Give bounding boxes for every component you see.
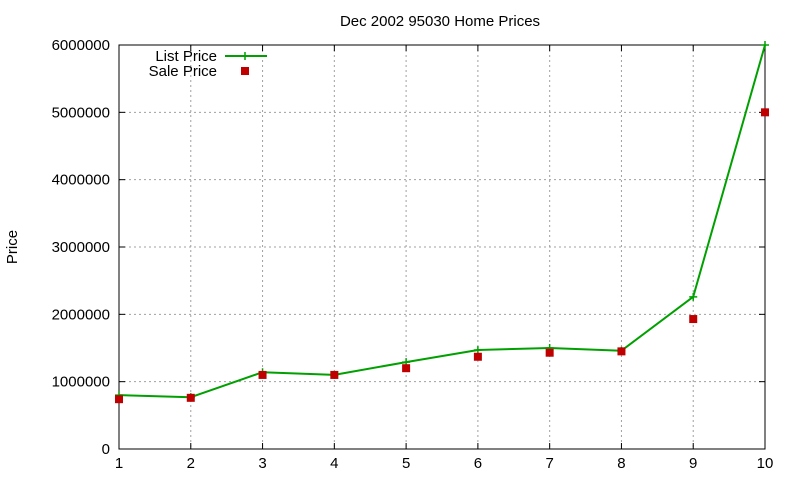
x-tick-label: 4: [330, 455, 338, 472]
sale-price-point: [545, 348, 554, 357]
legend-marker-sale-price: [241, 67, 249, 75]
y-tick-label: 3000000: [52, 239, 110, 256]
legend-label-sale-price: Sale Price: [149, 63, 217, 80]
sale-price-point: [617, 347, 626, 356]
legend-label-list-price: List Price: [155, 48, 217, 65]
x-tick-label: 9: [689, 455, 697, 472]
y-tick-label: 1000000: [52, 374, 110, 391]
series-line-list-price: [118, 44, 766, 399]
legend-marker-list-price: [241, 52, 249, 60]
x-tick-label: 10: [757, 455, 774, 472]
sale-price-point: [402, 364, 411, 373]
chart-title: Dec 2002 95030 Home Prices: [340, 13, 540, 30]
y-tick-label: 5000000: [52, 104, 110, 121]
sale-price-point: [330, 370, 339, 379]
x-tick-label: 2: [187, 455, 195, 472]
x-tick-labels: 1 2 3 4 5 6 7 8 9 10: [115, 455, 774, 472]
x-tick-label: 8: [617, 455, 625, 472]
sale-price-point: [689, 315, 698, 324]
legend: List Price Sale Price: [149, 48, 267, 80]
x-tick-label: 6: [474, 455, 482, 472]
y-tick-label: 2000000: [52, 306, 110, 323]
sale-price-point: [258, 370, 267, 379]
sale-price-point: [115, 395, 123, 404]
list-price-point: [473, 346, 482, 355]
x-tick-label: 3: [258, 455, 266, 472]
x-tick-label: 5: [402, 455, 410, 472]
y-axis-label: Price: [4, 230, 21, 264]
axis-ticks: [118, 44, 766, 450]
y-tick-label: 0: [102, 441, 110, 458]
list-price-point: [689, 292, 698, 301]
sale-price-point: [473, 352, 482, 361]
grid-lines: [119, 45, 765, 449]
sale-price-point: [761, 108, 769, 117]
sale-price-point: [186, 393, 195, 402]
y-tick-label: 4000000: [52, 172, 110, 189]
y-tick-label: 6000000: [52, 37, 110, 54]
x-tick-label: 1: [115, 455, 123, 472]
y-tick-labels: 0 1000000 2000000 3000000 4000000 5000000 6000…: [52, 37, 110, 458]
list-price-point: [761, 41, 769, 49]
x-tick-label: 7: [545, 455, 553, 472]
series-layer: [115, 41, 769, 404]
